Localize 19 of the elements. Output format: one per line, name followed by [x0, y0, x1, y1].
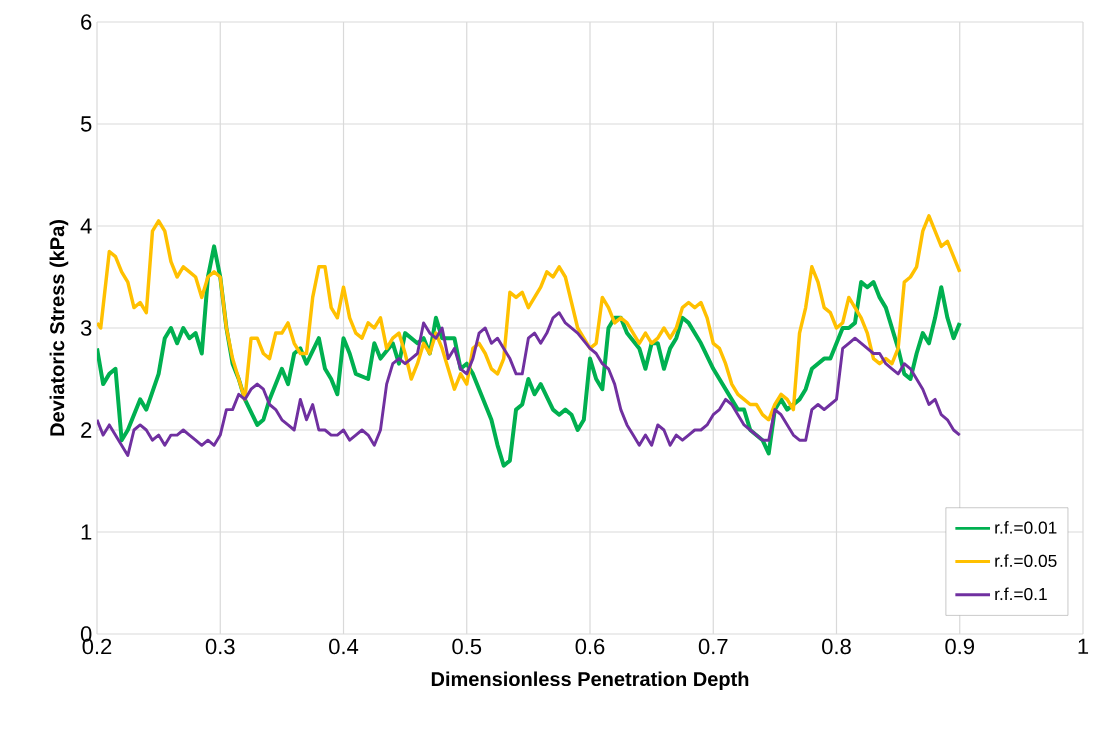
- x-tick-label: 0.7: [698, 638, 728, 655]
- x-axis-title: Dimensionless Penetration Depth: [431, 671, 749, 691]
- y-tick-label: 3: [80, 320, 92, 336]
- y-tick-label: 4: [80, 218, 92, 234]
- x-tick-label: 0.8: [822, 638, 851, 655]
- x-tick-label: 0.9: [945, 638, 974, 655]
- y-tick-label: 2: [81, 422, 92, 438]
- x-tick-label: 1: [1078, 638, 1089, 654]
- legend-label: r.f.=0.1: [995, 587, 1047, 601]
- y-axis-title: Deviatoric Stress (kPa): [49, 220, 69, 436]
- x-tick-label: 0.3: [205, 638, 235, 655]
- legend-label: r.f.=0.05: [995, 554, 1057, 567]
- x-tick-label: 0.4: [329, 638, 359, 655]
- x-tick-label: 0.5: [452, 638, 482, 655]
- y-tick-label: 1: [81, 524, 92, 540]
- x-tick-label: 0.6: [575, 638, 605, 655]
- legend-label: r.f.=0.01: [995, 521, 1057, 534]
- y-tick-label: 6: [81, 14, 92, 30]
- y-tick-label: 5: [80, 116, 92, 132]
